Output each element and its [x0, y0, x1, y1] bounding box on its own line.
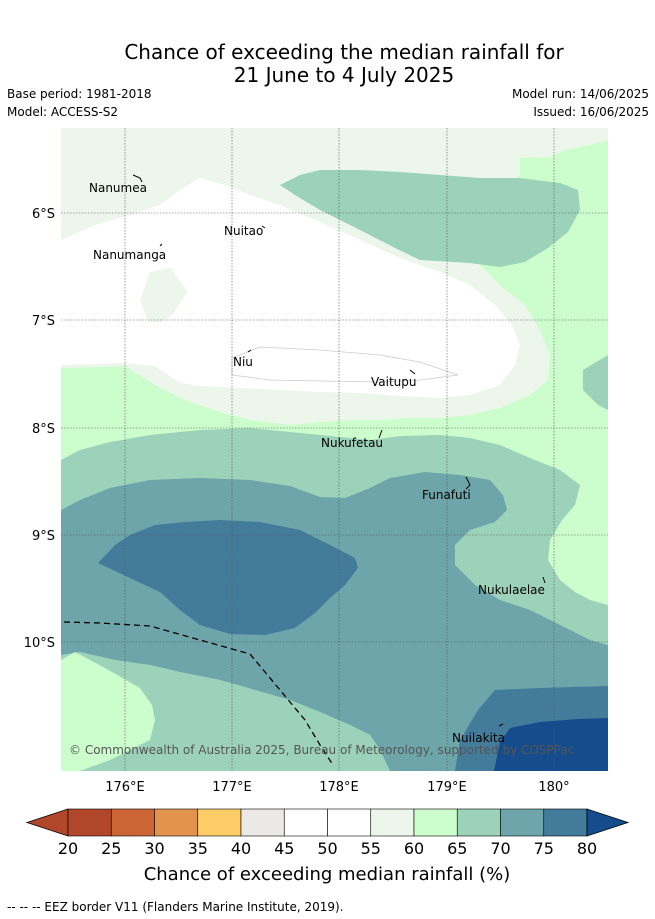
colorbar-tick-label: 20 — [58, 839, 78, 858]
island-label-nuilakita: Nuilakita — [452, 731, 505, 745]
colorbar-segment — [370, 808, 415, 837]
island-label-niu: Niu — [233, 355, 253, 369]
colorbar-label: Chance of exceeding median rainfall (%) — [144, 864, 511, 885]
colorbar-tick-label: 75 — [534, 839, 554, 858]
region-50-55 — [231, 346, 459, 383]
island-outlines — [132, 174, 546, 727]
colorbar-tick-label: 80 — [577, 839, 597, 858]
lon-label-177e: 177°E — [212, 780, 252, 795]
model-run: Model run: 14/06/2025 — [511, 87, 649, 101]
colorbar-segment — [543, 808, 588, 837]
lon-label-179e: 179°E — [427, 780, 467, 795]
base-period: Base period: 1981-2018 — [7, 87, 152, 101]
colorbar-segment — [67, 808, 112, 837]
lon-label-176e: 176°E — [105, 780, 145, 795]
region-65-70-east — [583, 355, 608, 410]
lon-label-178e: 178°E — [319, 780, 359, 795]
colorbar-segment — [197, 808, 242, 837]
island-label-nuitao: Nuitao — [224, 224, 263, 238]
region-55-60-small — [140, 268, 188, 322]
eez-border — [63, 621, 334, 766]
colorbar-segment — [240, 808, 285, 837]
lat-label-6s: 6°S — [32, 207, 55, 222]
region-45-55 — [61, 178, 520, 398]
colorbar-tick-label: 25 — [101, 839, 121, 858]
model-name: Model: ACCESS-S2 — [7, 105, 119, 119]
colorbar-tick-label: 30 — [144, 839, 164, 858]
island-label-nanumea: Nanumea — [89, 181, 147, 195]
island-label-nukufetau: Nukufetau — [321, 436, 383, 450]
island-label-vaitupu: Vaitupu — [371, 375, 417, 389]
colorbar-tick-label: 40 — [231, 839, 251, 858]
lat-label-10s: 10°S — [24, 636, 55, 651]
colorbar-tick-label: 65 — [447, 839, 467, 858]
colorbar-segment — [456, 808, 501, 837]
map-fill-layers — [61, 128, 608, 771]
title-line-1: Chance of exceeding the median rainfall … — [124, 40, 564, 64]
region-60-65-southwest — [61, 652, 155, 771]
region-75-80-west — [98, 520, 358, 635]
region-55-60-north — [61, 128, 608, 230]
colorbar-tick-label: 55 — [361, 839, 381, 858]
colorbar-tick-label: 50 — [317, 839, 337, 858]
island-label-nukulaelae: Nukulaelae — [478, 583, 545, 597]
lat-label-7s: 7°S — [32, 314, 55, 329]
lon-label-180: 180° — [538, 780, 569, 795]
colorbar: 20 25 30 35 40 45 50 55 60 65 70 75 80 — [25, 808, 630, 858]
issued-date: Issued: 16/06/2025 — [533, 105, 649, 119]
colorbar-tick-label: 70 — [490, 839, 510, 858]
copyright-notice: © Commonwealth of Australia 2025, Bureau… — [69, 743, 574, 757]
island-label-nanumanga: Nanumanga — [93, 248, 166, 262]
colorbar-tick-label: 45 — [274, 839, 294, 858]
title-line-2: 21 June to 4 July 2025 — [233, 63, 455, 87]
island-label-funafuti: Funafuti — [422, 488, 471, 502]
colorbar-segment — [327, 808, 372, 837]
lat-label-8s: 8°S — [32, 422, 55, 437]
colorbar-segment — [500, 808, 545, 837]
colorbar-tick-label: 35 — [188, 839, 208, 858]
colorbar-tick-label: 60 — [404, 839, 424, 858]
region-65-70-north — [280, 170, 580, 267]
island-labels: Nanumea Nuitao Nanumanga Niu Vaitupu Nuk… — [89, 181, 545, 745]
colorbar-segment — [110, 808, 155, 837]
colorbar-extend-low — [25, 808, 69, 837]
map-gridlines — [61, 128, 608, 771]
colorbar-segment — [283, 808, 328, 837]
eez-footnote: -- -- -- EEZ border V11 (Flanders Marine… — [7, 900, 344, 914]
longitude-labels: 176°E 177°E 178°E 179°E 180° — [105, 780, 569, 795]
colorbar-extend-high — [586, 808, 630, 837]
colorbar-segment — [154, 808, 199, 837]
lat-label-9s: 9°S — [32, 529, 55, 544]
colorbar-segment — [413, 808, 458, 837]
latitude-labels: 6°S 7°S 8°S 9°S 10°S — [24, 207, 55, 651]
region-80-plus — [494, 718, 608, 771]
